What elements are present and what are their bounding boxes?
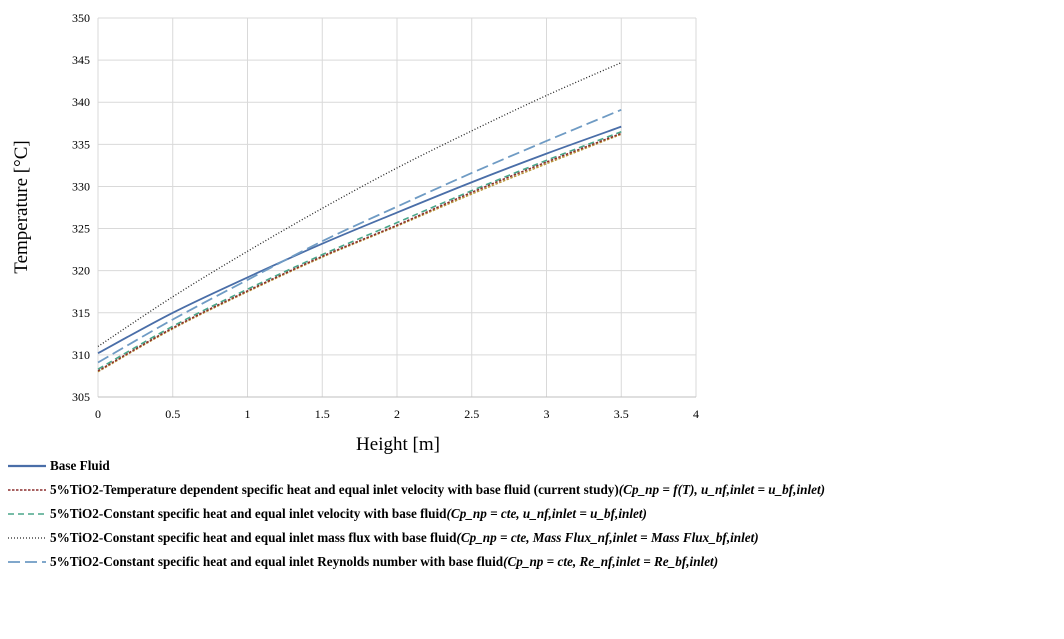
y-tick-label: 310 <box>72 348 90 362</box>
legend-swatch-constant-velocity <box>8 513 46 515</box>
y-tick-label: 325 <box>72 222 90 236</box>
legend-swatch-base-fluid <box>8 464 46 468</box>
legend-math: (Cp_np = cte, Re_nf,inlet = Re_bf,inlet) <box>503 554 719 569</box>
legend-swatch-reynolds <box>8 561 46 563</box>
y-tick-labels: 305 310 315 320 325 330 335 340 345 350 <box>72 11 90 404</box>
y-tick-label: 335 <box>72 137 90 151</box>
x-tick-labels: 0 0.5 1 1.5 2 2.5 3 3.5 4 <box>95 407 699 421</box>
series-line-5 <box>97 133 622 373</box>
x-tick-label: 0.5 <box>165 407 180 421</box>
legend-item-base-fluid: Base Fluid <box>8 455 110 477</box>
temperature-height-chart: 305 310 315 320 325 330 335 340 345 350 0 0.5 1 1.5 2… <box>11 11 699 455</box>
legend-item-reynolds: 5%TiO2-Constant specific heat and equal … <box>8 551 718 573</box>
legend-item-temperature-dependent: 5%TiO2-Temperature dependent specific he… <box>8 479 825 501</box>
x-tick-label: 2 <box>394 407 400 421</box>
series-line-3 <box>97 62 622 348</box>
x-tick-label: 0 <box>95 407 101 421</box>
legend-math: (Cp_np = cte, Mass Flux_nf,inlet = Mass … <box>456 530 759 545</box>
legend-swatch-mass-flux <box>8 537 46 539</box>
y-tick-label: 305 <box>72 390 90 404</box>
y-tick-label: 345 <box>72 53 90 67</box>
series-line-4 <box>97 108 622 364</box>
legend-item-constant-velocity: 5%TiO2-Constant specific heat and equal … <box>8 503 647 525</box>
x-tick-label: 3.5 <box>614 407 629 421</box>
series-lines <box>97 62 622 373</box>
x-tick-label: 4 <box>693 407 699 421</box>
x-tick-label: 1.5 <box>315 407 330 421</box>
x-axis-title: Height [m] <box>356 434 440 455</box>
legend-math: (Cp_np = cte, u_nf,inlet = u_bf,inlet) <box>446 506 647 521</box>
legend-label: 5%TiO2-Constant specific heat and equal … <box>50 506 447 521</box>
series-line-0 <box>97 125 622 354</box>
legend-label: 5%TiO2-Constant specific heat and equal … <box>50 530 457 545</box>
x-tick-label: 1 <box>245 407 251 421</box>
y-axis-title: Temperature [°C] <box>11 140 32 273</box>
y-tick-label: 320 <box>72 264 90 278</box>
legend-swatch-temperature-dependent <box>8 489 46 491</box>
legend-math: (Cp_np = f(T), u_nf,inlet = u_bf,inlet) <box>618 482 826 497</box>
y-tick-label: 330 <box>72 179 90 193</box>
x-tick-label: 3 <box>544 407 550 421</box>
grid <box>97 17 697 398</box>
y-tick-label: 340 <box>72 95 90 109</box>
y-tick-label: 350 <box>72 11 90 25</box>
y-tick-label: 315 <box>72 306 90 320</box>
x-tick-label: 2.5 <box>464 407 479 421</box>
legend-item-mass-flux: 5%TiO2-Constant specific heat and equal … <box>8 527 759 549</box>
series-line-1 <box>97 132 622 372</box>
series-line-2 <box>97 130 622 370</box>
legend-label: 5%TiO2-Constant specific heat and equal … <box>50 554 504 569</box>
legend-label: Base Fluid <box>50 458 110 473</box>
legend-label: 5%TiO2-Temperature dependent specific he… <box>50 482 619 497</box>
